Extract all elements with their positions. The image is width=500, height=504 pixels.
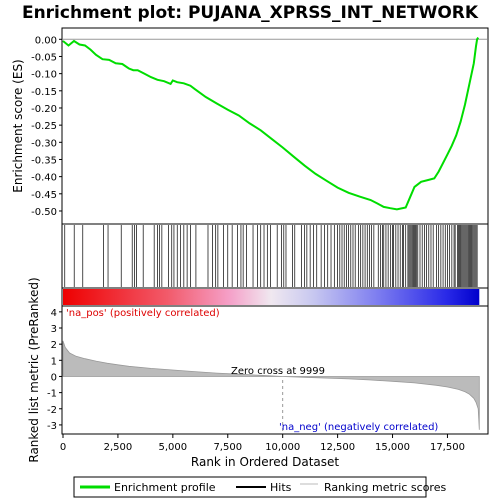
- x-axis-label: Rank in Ordered Dataset: [191, 455, 339, 469]
- es-series-line: [62, 37, 480, 211]
- metric-y-tick-label: 2: [51, 340, 57, 351]
- metric-y-tick-label: -2: [47, 405, 57, 416]
- x-tick-label: 15,000: [375, 442, 410, 453]
- neg-correlated-label: 'na_neg' (negatively correlated): [279, 422, 438, 433]
- zero-cross-label: Zero cross at 9999: [231, 366, 325, 377]
- es-y-tick-label: -0.10: [31, 70, 57, 81]
- es-y-axis: 0.00 -0.05 -0.10 -0.15 -0.20 -0.25 -0.30 -0.35 -…: [31, 35, 62, 218]
- chart-title: Enrichment plot: PUJANA_XPRSS_INT_NETWOR…: [22, 3, 479, 23]
- metric-area: [62, 340, 480, 430]
- x-tick-label: 5,000: [159, 442, 188, 453]
- legend-label-metric: Ranking metric scores: [324, 481, 446, 494]
- x-tick-label: 12,500: [320, 442, 355, 453]
- es-y-tick-label: -0.25: [31, 121, 57, 132]
- x-tick-label: 10,000: [265, 442, 300, 453]
- metric-y-tick-label: 4: [51, 308, 57, 319]
- x-axis: 0 2,500 5,000 7,500 10,000 12,500 15,000 17,500: [60, 434, 465, 453]
- es-y-tick-label: -0.30: [31, 138, 57, 149]
- metric-y-tick-label: 3: [51, 324, 57, 335]
- legend: Enrichment profile Hits Ranking metric s…: [73, 476, 446, 498]
- metric-panel: 4 3 2 1 0 -1 -2 -3 Zero cross at 9999 'na_pos' …: [27, 277, 489, 463]
- x-tick-label: 7,500: [213, 442, 242, 453]
- es-panel: 0.00 -0.05 -0.10 -0.15 -0.20 -0.25 -0.30 -0.35 -…: [11, 27, 489, 225]
- pos-correlated-label: 'na_pos' (positively correlated): [66, 308, 220, 319]
- es-y-tick-label: -0.05: [31, 52, 57, 63]
- heatbar-gradient: [63, 289, 480, 305]
- es-y-tick-label: -0.20: [31, 104, 57, 115]
- metric-y-axis-label: Ranked list metric (PreRanked): [27, 277, 41, 462]
- metric-y-tick-label: -1: [47, 389, 57, 400]
- metric-y-axis: 4 3 2 1 0 -1 -2 -3: [47, 308, 62, 432]
- es-y-axis-label: Enrichment score (ES): [11, 59, 25, 192]
- es-y-tick-label: -0.50: [31, 207, 57, 218]
- metric-y-tick-label: 1: [51, 356, 57, 367]
- hit-lines: [64, 225, 478, 287]
- metric-y-tick-label: 0: [51, 372, 57, 383]
- legend-label-hits: Hits: [270, 481, 292, 494]
- es-curve: [62, 37, 480, 211]
- metric-y-tick-label: -3: [47, 421, 57, 432]
- es-y-tick-label: -0.45: [31, 190, 57, 201]
- hits-panel: [61, 223, 489, 289]
- legend-label-enrichment: Enrichment profile: [114, 481, 216, 494]
- metric-area-fill: [62, 340, 480, 430]
- es-y-tick-label: -0.15: [31, 87, 57, 98]
- x-tick-label: 17,500: [430, 442, 465, 453]
- x-tick-label: 0: [60, 442, 66, 453]
- es-panel-frame: [61, 27, 489, 225]
- x-tick-label: 2,500: [104, 442, 133, 453]
- es-y-tick-label: 0.00: [35, 35, 57, 46]
- rank-heatbar: [61, 287, 489, 307]
- es-y-tick-label: -0.40: [31, 173, 57, 184]
- es-y-tick-label: -0.35: [31, 155, 57, 166]
